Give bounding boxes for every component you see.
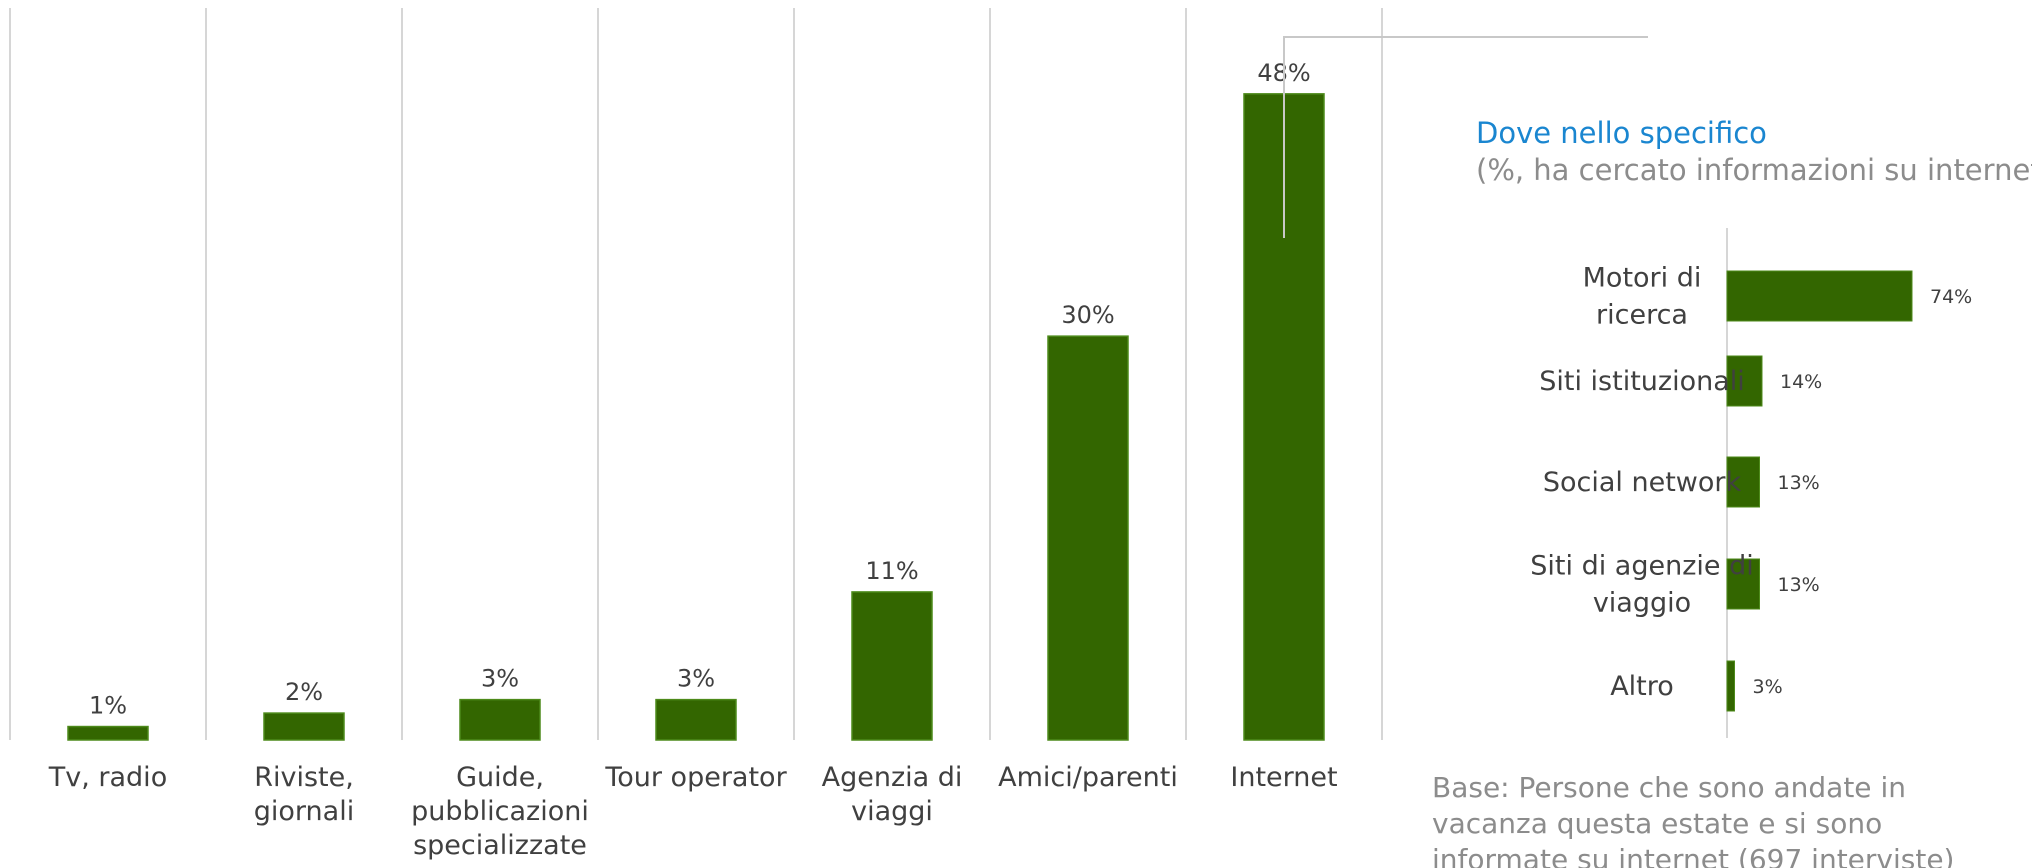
category-label-line: specializzate — [413, 830, 587, 861]
category-label: Agenzia di viaggi — [822, 762, 963, 827]
panel-bar-2 — [1726, 456, 1760, 508]
panel-bar-1 — [1726, 355, 1763, 407]
connector-line — [1283, 36, 1648, 238]
panel-category-label: Social network — [1543, 467, 1742, 498]
footnote-line: Base: Persone che sono andate in — [1432, 771, 1906, 804]
category-label-line: Agenzia di — [822, 762, 963, 793]
bar-1 — [263, 712, 345, 741]
category-label-line: giornali — [254, 796, 354, 827]
panel-category-label-line: Siti istituzionali — [1539, 366, 1745, 397]
panel-bar-4 — [1726, 660, 1735, 712]
category-label: Amici/parenti — [998, 762, 1178, 793]
footnote-line: informate su internet (697 interviste) — [1432, 843, 1954, 868]
panel-category-label-line: ricerca — [1596, 300, 1688, 331]
value-label: 1% — [89, 692, 127, 720]
panel-value-label: 13% — [1778, 472, 1820, 494]
category-label: Internet — [1230, 762, 1337, 793]
category-label-line: Tv, radio — [48, 762, 167, 793]
value-label: 3% — [481, 665, 519, 693]
bar-5 — [1047, 335, 1129, 741]
category-label-line: Internet — [1230, 762, 1337, 793]
category-label: Tv, radio — [48, 762, 167, 793]
category-label-line: viaggi — [851, 796, 933, 827]
category-label-line: pubblicazioni — [411, 796, 589, 827]
category-label: Guide, pubblicazioni specializzate — [411, 762, 589, 861]
bar-0 — [67, 725, 149, 741]
panel-category-label-line: Siti di agenzie di — [1530, 551, 1753, 582]
category-label-line: Guide, — [456, 762, 544, 793]
value-label: 30% — [1061, 301, 1114, 329]
panel-category-label-line: viaggio — [1593, 588, 1691, 619]
category-label-line: Amici/parenti — [998, 762, 1178, 793]
panel-category-label-line: Social network — [1543, 467, 1742, 498]
panel-value-label: 74% — [1930, 286, 1972, 308]
panel-subtitle: (%, ha cercato informazioni su internet) — [1476, 153, 2032, 187]
panel-category-label: Altro — [1610, 671, 1674, 702]
panel-value-label: 13% — [1778, 574, 1820, 596]
bar-4 — [851, 591, 933, 741]
value-label: 2% — [285, 678, 323, 706]
panel-bar-3 — [1726, 558, 1760, 610]
bar-3 — [655, 698, 737, 741]
panel-category-label: Siti di agenzie di viaggio — [1530, 551, 1753, 619]
value-label: 3% — [677, 665, 715, 693]
panel-category-label: Siti istituzionali — [1539, 366, 1745, 397]
category-label-line: Tour operator — [604, 762, 787, 793]
panel-value-label: 14% — [1780, 371, 1822, 393]
category-label: Riviste, giornali — [254, 762, 354, 827]
panel-category-label-line: Altro — [1610, 671, 1674, 702]
footnote: Base: Persone che sono andate in vacanza … — [1432, 771, 1954, 868]
panel-bar-0 — [1726, 270, 1913, 322]
panel-category-label-line: Motori di — [1583, 263, 1702, 294]
bar-2 — [459, 698, 541, 741]
category-label-line: Riviste, — [254, 762, 354, 793]
panel-value-label: 3% — [1753, 676, 1783, 698]
footnote-line: vacanza questa estate e si sono — [1432, 807, 1882, 840]
value-label: 11% — [865, 557, 918, 585]
panel-category-label: Motori di ricerca — [1583, 263, 1702, 331]
panel-title: Dove nello specifico — [1476, 116, 1767, 150]
category-label: Tour operator — [604, 762, 787, 793]
